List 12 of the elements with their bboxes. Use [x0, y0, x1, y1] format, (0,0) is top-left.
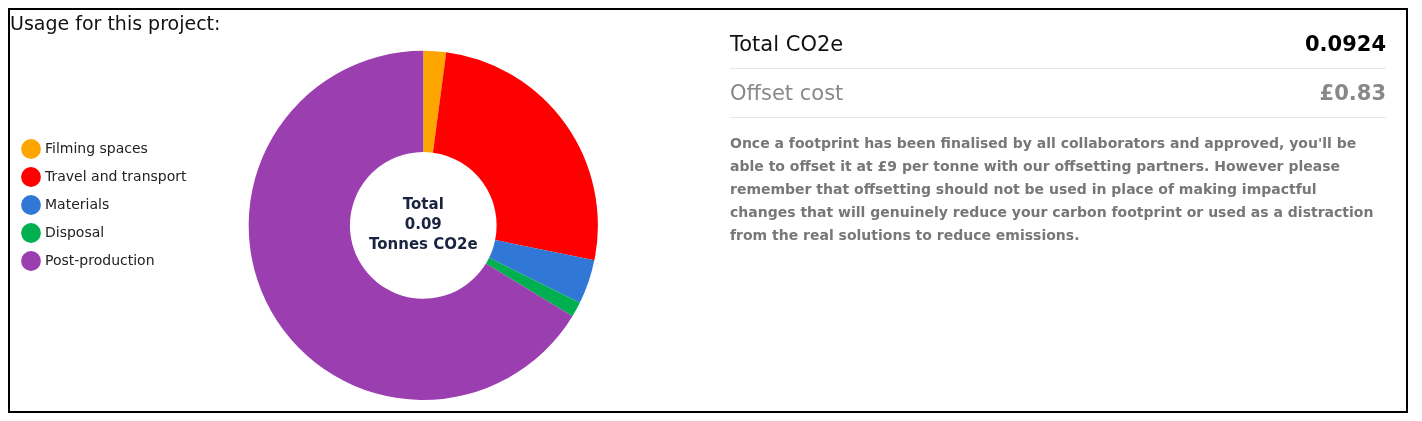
text: Total CO2e [730, 32, 844, 56]
text: £0.83 [1319, 81, 1386, 105]
legend-label: Post-production [45, 251, 155, 268]
text: Offset cost [730, 81, 844, 105]
legend-label: Materials [45, 195, 110, 212]
legend-label: Travel and transport [44, 167, 188, 184]
legend-label: Filming spaces [45, 139, 148, 156]
text: Total 0.09 Tonnes CO2e [368, 195, 478, 254]
text: Once a footprint has been finalised by all collaborators and approved, you'll be able to offset it at £9 per tonne with our offsetting partners. However please remember that offsetting should not be used in place of making impactful changes that will genuinely reduce your carbon footprint or used as a distraction from the real solutions to reduce emissions. [730, 134, 1375, 245]
chart-title: Usage for this project: [10, 12, 221, 35]
legend-label: Disposal [45, 223, 105, 240]
text: 0.0924 [1304, 32, 1386, 56]
